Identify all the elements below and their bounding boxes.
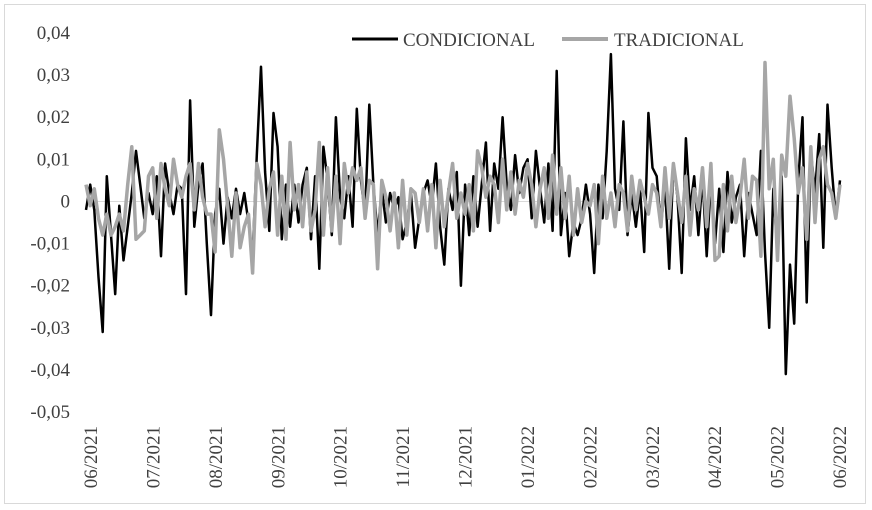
- x-tick-label: 12/2021: [456, 426, 477, 488]
- y-tick-label: -0,01: [30, 234, 70, 255]
- x-tick-label: 02/2022: [580, 426, 601, 488]
- x-tick-label: 08/2021: [206, 426, 227, 488]
- y-tick-label: 0,01: [37, 149, 70, 170]
- legend-label-condicional: CONDICIONAL: [403, 30, 535, 51]
- x-tick-label: 07/2021: [143, 426, 164, 488]
- x-tick-label: 09/2021: [268, 426, 289, 488]
- y-tick-label: -0,03: [30, 318, 70, 339]
- x-tick-label: 01/2022: [518, 426, 539, 488]
- y-axis: 0,04 0,03 0,02 0,01 0 -0,01 -0,02 -0,03 -0,04 -0,…: [30, 23, 70, 423]
- x-tick-label: 06/2022: [830, 426, 851, 488]
- chart-frame: [4, 4, 866, 504]
- y-tick-label: -0,02: [30, 276, 70, 297]
- y-tick-label: 0,04: [37, 23, 71, 44]
- y-tick-label: 0: [61, 191, 71, 212]
- x-tick-label: 03/2022: [643, 426, 664, 488]
- y-tick-label: 0,03: [37, 65, 70, 86]
- x-tick-label: 04/2022: [705, 426, 726, 488]
- x-axis: 06/2021 07/2021 08/2021 09/2021 10/2021 11/20…: [81, 426, 851, 488]
- y-tick-label: -0,05: [30, 402, 70, 423]
- x-tick-label: 05/2022: [768, 426, 789, 488]
- x-tick-label: 11/2021: [393, 426, 414, 488]
- y-tick-label: 0,02: [37, 107, 70, 128]
- x-tick-label: 06/2021: [81, 426, 102, 488]
- legend: CONDICIONAL TRADICIONAL: [352, 30, 744, 51]
- series-line-tradicional: [84, 60, 842, 275]
- legend-label-tradicional: TRADICIONAL: [614, 30, 744, 51]
- x-tick-label: 10/2021: [331, 426, 352, 488]
- y-tick-label: -0,04: [30, 360, 70, 381]
- series-group: [84, 52, 842, 376]
